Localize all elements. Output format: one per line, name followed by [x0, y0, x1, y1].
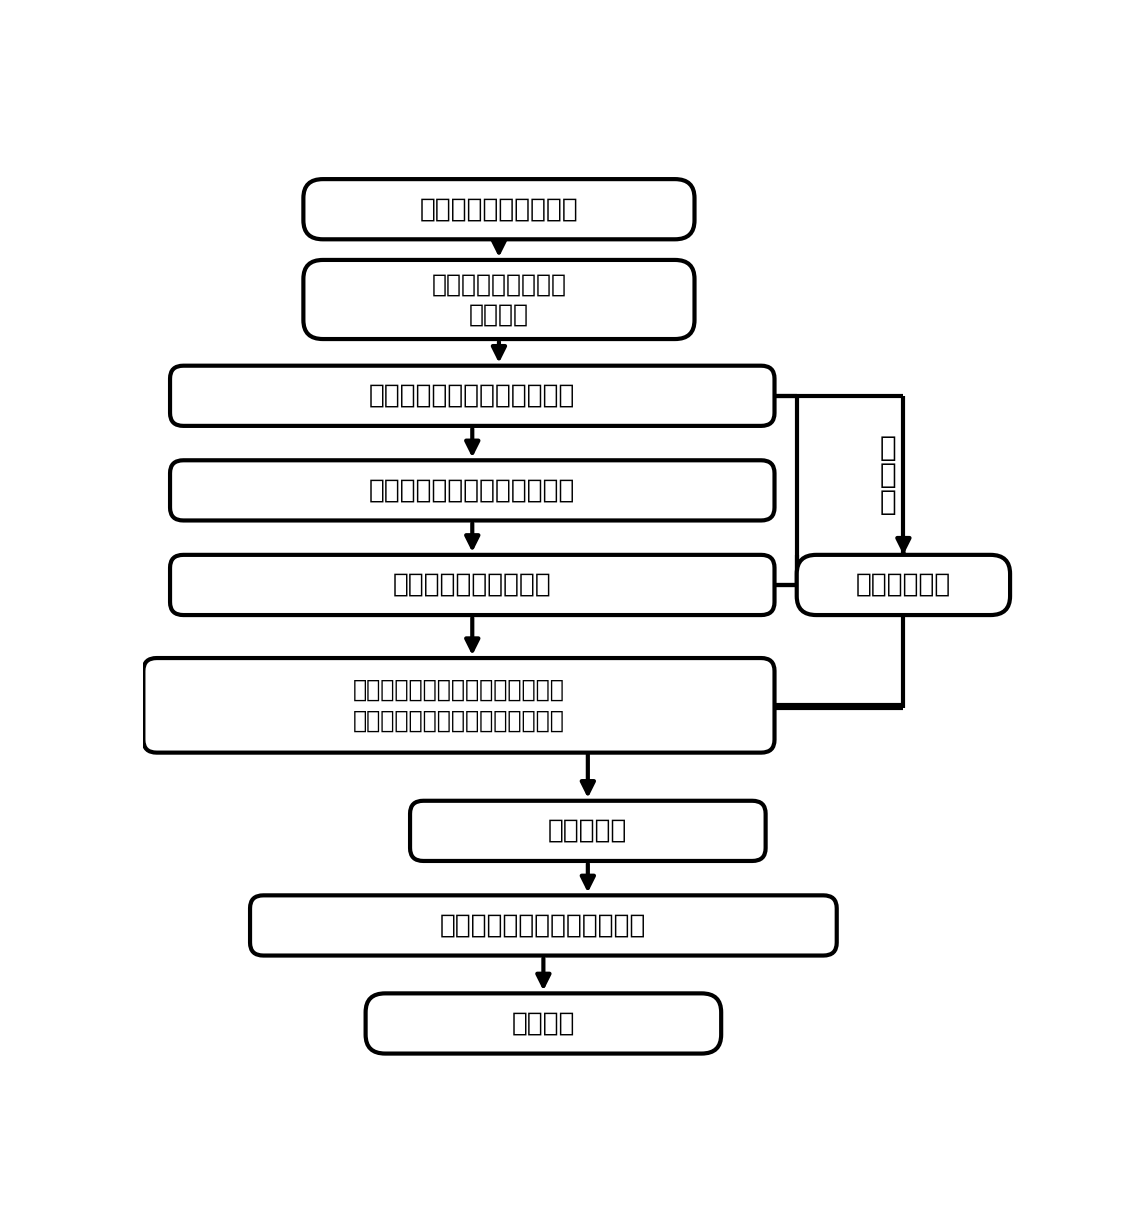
Text: 收集筛选相关工程实例并分类: 收集筛选相关工程实例并分类 [369, 382, 576, 409]
FancyBboxPatch shape [797, 555, 1011, 615]
Text: 岩溢地面塌陷机理分析: 岩溢地面塌陷机理分析 [420, 197, 578, 222]
Text: 根据待评价场地勘察资料计算各因
子实测値隶属于其因子云的确定度: 根据待评价场地勘察资料计算各因 子实测値隶属于其因子云的确定度 [353, 678, 564, 733]
Text: 选取岩溢地面塌陷的
影响因子: 选取岩溢地面塌陷的 影响因子 [431, 273, 567, 327]
FancyBboxPatch shape [411, 801, 766, 861]
FancyBboxPatch shape [170, 365, 774, 426]
FancyBboxPatch shape [303, 180, 694, 239]
FancyBboxPatch shape [143, 658, 774, 753]
FancyBboxPatch shape [303, 260, 694, 339]
Text: 各因子云模型数字特征: 各因子云模型数字特征 [393, 572, 552, 598]
FancyBboxPatch shape [170, 461, 774, 521]
Text: 反
分
析: 反 分 析 [880, 434, 896, 516]
Text: 岩溢地面塌陷危险性评价结果: 岩溢地面塌陷危险性评价结果 [440, 913, 647, 938]
Text: 影响因子权重: 影响因子权重 [856, 572, 951, 598]
Text: 治理方案: 治理方案 [512, 1011, 575, 1036]
FancyBboxPatch shape [170, 555, 774, 615]
FancyBboxPatch shape [366, 994, 721, 1054]
FancyBboxPatch shape [250, 895, 837, 955]
Text: 岩溢地面塌陷危险性分级标准: 岩溢地面塌陷危险性分级标准 [369, 478, 576, 503]
Text: 综合确定度: 综合确定度 [548, 818, 627, 844]
